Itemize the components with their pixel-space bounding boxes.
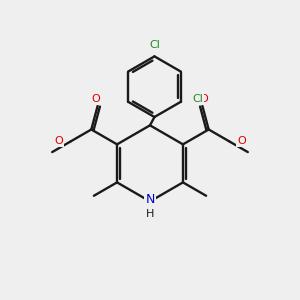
Text: Cl: Cl <box>149 40 160 50</box>
Text: Cl: Cl <box>193 94 203 104</box>
Text: O: O <box>237 136 246 146</box>
Text: O: O <box>200 94 208 104</box>
Text: O: O <box>54 136 63 146</box>
Text: H: H <box>146 209 154 220</box>
Text: O: O <box>92 94 100 104</box>
Text: N: N <box>145 193 155 206</box>
